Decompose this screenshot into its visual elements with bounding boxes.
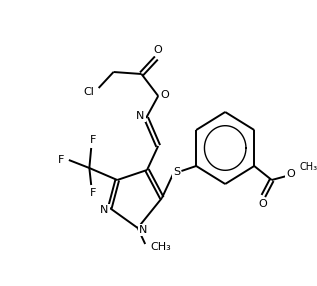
Text: O: O bbox=[258, 199, 267, 209]
Text: Cl: Cl bbox=[83, 87, 94, 97]
Text: S: S bbox=[173, 167, 180, 177]
Text: CH₃: CH₃ bbox=[300, 162, 317, 172]
Text: N: N bbox=[136, 111, 145, 121]
Text: O: O bbox=[154, 45, 163, 55]
Text: O: O bbox=[286, 169, 295, 179]
Text: F: F bbox=[90, 188, 96, 198]
Text: F: F bbox=[90, 135, 96, 145]
Text: O: O bbox=[160, 90, 169, 100]
Text: F: F bbox=[58, 155, 65, 165]
Text: N: N bbox=[100, 205, 108, 215]
Text: CH₃: CH₃ bbox=[151, 242, 171, 252]
Text: N: N bbox=[139, 225, 147, 235]
